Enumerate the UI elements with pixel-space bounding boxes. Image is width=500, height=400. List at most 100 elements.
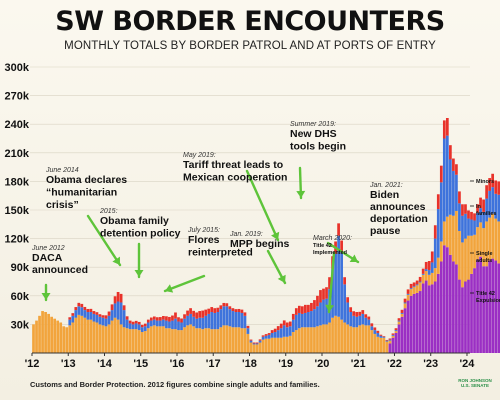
x-tick-label: '13 <box>61 358 76 370</box>
bar-in-families <box>418 281 422 283</box>
bar-minors <box>497 181 500 195</box>
bar-single-adults <box>225 325 229 353</box>
bar-single-adults <box>497 221 500 264</box>
annotation-arrowhead <box>349 254 358 263</box>
bar-minors <box>313 300 316 310</box>
bar-minors <box>461 204 464 216</box>
bar-in-families <box>143 326 147 332</box>
annotation-text: announces <box>370 201 426 213</box>
bar-title42 <box>391 337 395 353</box>
bar-minors <box>415 280 419 285</box>
bar-in-families <box>140 327 144 333</box>
bar-in-families <box>491 187 495 214</box>
bar-in-families <box>334 253 337 316</box>
y-tick-label: 30k <box>11 319 30 331</box>
bar-in-families <box>222 306 226 326</box>
bar-single-adults <box>340 319 343 353</box>
bar-single-adults <box>65 327 69 353</box>
bar-single-adults <box>297 328 301 353</box>
bar-single-adults <box>464 238 467 282</box>
bar-title42 <box>455 264 458 353</box>
bar-minors <box>470 211 473 220</box>
bar-minors <box>476 204 479 213</box>
bar-single-adults <box>38 315 41 353</box>
bar-in-families <box>400 312 404 314</box>
bar-in-families <box>464 213 467 239</box>
bar-minors <box>445 118 449 136</box>
bar-single-adults <box>240 328 244 353</box>
bar-minors <box>412 282 416 287</box>
bar-minors <box>485 185 488 199</box>
bar-in-families <box>162 319 165 327</box>
bar-minors <box>494 180 498 194</box>
bar-single-adults <box>59 322 63 353</box>
bar-in-families <box>249 340 253 343</box>
bar-minors <box>349 307 353 313</box>
annotation-date: July 2015: <box>187 227 220 234</box>
bar-minors <box>340 240 343 251</box>
bar-in-families <box>452 170 455 216</box>
bar-in-families <box>80 307 84 316</box>
bar-single-adults <box>255 344 259 353</box>
bar-in-families <box>307 312 310 328</box>
bar-in-families <box>201 317 205 330</box>
bar-in-families <box>180 322 183 331</box>
y-axis: 30k 60k 90k 120k 150k 180k 210k 240k 270k 300k <box>5 62 30 331</box>
bar-single-adults <box>418 282 422 292</box>
bar-single-adults <box>237 327 241 353</box>
bar-single-adults <box>449 214 452 255</box>
bar-in-families <box>149 320 153 327</box>
bar-single-adults <box>316 326 319 353</box>
bar-single-adults <box>80 315 84 353</box>
bar-in-families <box>101 317 105 326</box>
bar-single-adults <box>304 327 307 353</box>
legend-label: Single <box>476 251 493 257</box>
bar-single-adults <box>421 274 425 284</box>
y-tick-label: 120k <box>5 234 30 246</box>
bar-single-adults <box>291 332 295 353</box>
bar-minors <box>80 303 84 308</box>
bar-in-families <box>119 302 123 325</box>
bar-title42 <box>479 256 482 353</box>
bar-single-adults <box>452 215 455 262</box>
annotation-text: Obama declares <box>46 174 127 186</box>
annotation-text: DACA <box>32 252 63 264</box>
annotation-arrowhead <box>41 293 51 300</box>
bar-minors <box>297 305 301 313</box>
bar-in-families <box>482 211 485 229</box>
bar-minors <box>213 308 217 313</box>
bar-in-families <box>458 203 461 231</box>
bar-in-families <box>406 293 410 295</box>
bar-minors <box>156 317 159 321</box>
bar-minors <box>225 303 229 307</box>
bar-minors <box>104 315 108 319</box>
bar-title42 <box>412 293 416 353</box>
bar-single-adults <box>349 326 353 353</box>
bar-minors <box>116 291 120 302</box>
bar-minors <box>216 307 220 313</box>
bar-in-families <box>367 319 371 326</box>
bar-in-families <box>355 316 359 328</box>
bar-single-adults <box>249 342 253 353</box>
bar-minors <box>273 328 277 333</box>
bar-minors <box>122 305 126 311</box>
bar-single-adults <box>310 327 313 353</box>
bar-single-adults <box>491 213 495 259</box>
bar-minors <box>192 310 195 317</box>
bar-single-adults <box>337 316 340 353</box>
bar-in-families <box>231 311 235 328</box>
bar-single-adults <box>128 329 132 353</box>
bar-single-adults <box>394 331 398 333</box>
bar-single-adults <box>358 325 362 353</box>
bar-single-adults <box>261 339 265 353</box>
bar-single-adults <box>273 337 277 353</box>
bar-single-adults <box>44 312 47 353</box>
bar-in-families <box>261 336 265 340</box>
y-tick-label: 150k <box>5 205 30 217</box>
bar-in-families <box>186 315 189 326</box>
bar-in-families <box>470 219 473 236</box>
chart-title: SW BORDER ENCOUNTERS <box>55 6 445 37</box>
bar-in-families <box>95 314 99 323</box>
bar-single-adults <box>137 330 141 353</box>
bar-minors <box>89 308 93 313</box>
